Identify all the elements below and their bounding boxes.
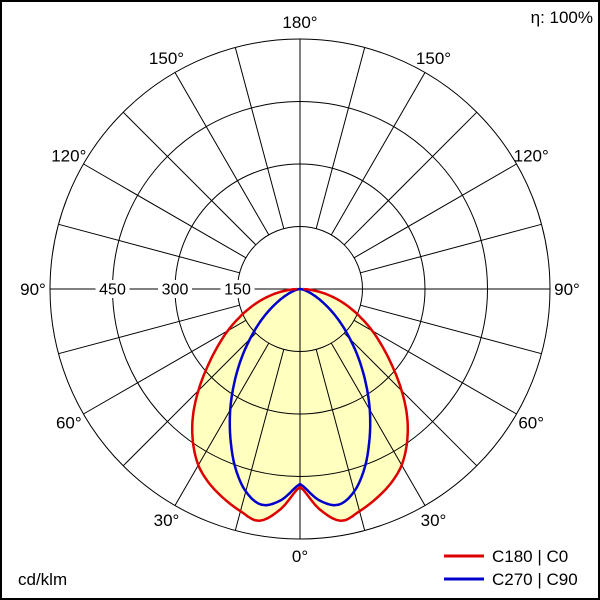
angle-label: 180°	[282, 13, 317, 32]
grid-ray	[122, 332, 257, 467]
grid-ray	[174, 342, 270, 506]
grid-ray	[58, 223, 240, 274]
axis-tick-label: 450	[99, 282, 126, 299]
grid-ray	[360, 304, 542, 355]
grid-ray	[234, 47, 285, 229]
angle-label: 30°	[421, 511, 447, 530]
grid-ray	[360, 223, 542, 274]
grid-ray	[330, 72, 426, 236]
axis-tick-label: 300	[162, 282, 189, 299]
angle-label: 150°	[149, 49, 184, 68]
chart-layers: 450 300 150 0° 30° 30° 60° 60° 90° 90° 120° 120° 150…	[20, 13, 580, 566]
tick-label-bg	[158, 280, 192, 298]
angle-label: 60°	[518, 414, 544, 433]
angle-label: 90°	[20, 280, 46, 299]
unit-label: cd/klm	[18, 570, 67, 589]
grid-ray	[330, 342, 426, 506]
grid-ray	[58, 304, 240, 355]
grid-ray	[343, 332, 478, 467]
tick-label-bg	[220, 280, 255, 298]
grid-ray	[234, 349, 285, 531]
grid-ray	[83, 163, 247, 259]
grid-ray	[343, 111, 478, 246]
grid-ray	[174, 72, 270, 236]
curve-c180-c0	[190, 287, 410, 523]
grid-ray	[315, 47, 366, 229]
grid-ray	[315, 349, 366, 531]
angle-label: 120°	[514, 147, 549, 166]
legend-label-c90: C270 | C90	[492, 570, 578, 589]
angle-label: 150°	[416, 49, 451, 68]
angle-label: 60°	[56, 414, 82, 433]
grid-ray	[83, 319, 247, 415]
angle-label: 90°	[554, 280, 580, 299]
angle-label: 0°	[292, 547, 308, 566]
angle-label: 120°	[51, 147, 86, 166]
grid-ray	[353, 319, 517, 415]
legend: C180 | C0 C270 | C90	[444, 547, 578, 589]
grid-ray	[122, 111, 257, 246]
legend-label-c0: C180 | C0	[492, 547, 568, 566]
grid-ray	[353, 163, 517, 259]
curve-c270-c90	[228, 287, 372, 507]
angle-label: 30°	[154, 511, 180, 530]
tick-label-bg	[95, 280, 130, 298]
axis-tick-label: 150	[224, 282, 251, 299]
efficiency-label: η: 100%	[531, 8, 593, 27]
